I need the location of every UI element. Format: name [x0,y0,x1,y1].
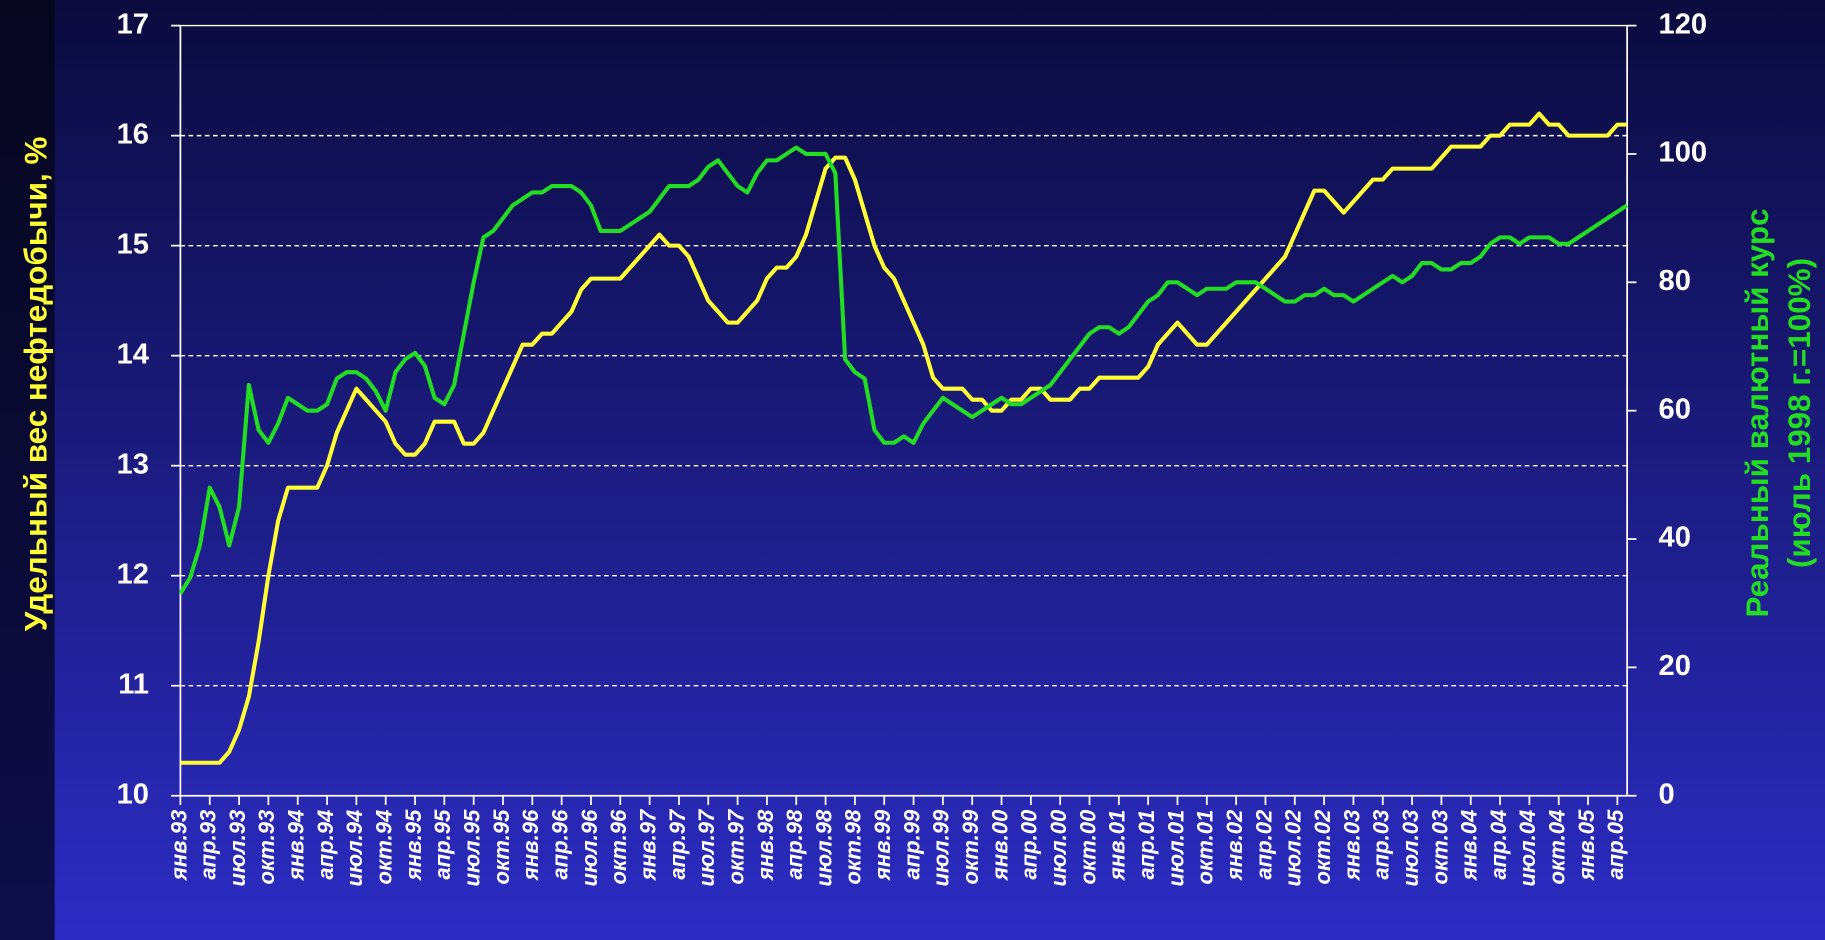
x-tick-label: янв.93 [166,809,191,881]
x-tick-label: апр.99 [899,809,924,880]
x-tick-label: апр.96 [547,809,572,880]
x-tick-label: апр.98 [782,809,807,880]
x-tick-label: янв.94 [284,810,309,881]
x-tick-label: апр.95 [430,809,455,880]
x-tick-label: апр.00 [1017,809,1042,880]
y-tick-label: 17 [117,8,149,40]
y2-axis-title: Реальный валютный курс [1740,208,1775,617]
y2-tick-label: 80 [1659,265,1691,297]
x-tick-label: апр.02 [1251,809,1276,880]
x-tick-label: июл.98 [811,809,836,886]
x-tick-label: окт.04 [1545,810,1570,885]
x-tick-label: окт.96 [606,809,631,884]
y2-tick-label: 120 [1659,8,1708,40]
x-tick-label: июл.93 [225,809,250,886]
x-tick-label: янв.95 [401,809,426,881]
y2-tick-label: 40 [1659,522,1691,554]
x-tick-label: июл.03 [1398,809,1423,886]
x-tick-label: июл.01 [1163,810,1188,887]
x-tick-label: янв.96 [518,809,543,881]
x-tick-label: окт.93 [254,809,279,884]
x-tick-label: апр.04 [1486,810,1511,880]
x-tick-label: июл.94 [342,810,367,887]
x-tick-label: окт.98 [841,809,866,884]
series-line [180,111,1628,765]
x-tick-label: апр.03 [1369,809,1394,880]
x-tick-label: июл.96 [577,809,602,886]
x-tick-label: янв.04 [1457,810,1482,881]
x-tick-label: янв.01 [1105,810,1130,881]
x-tick-label: окт.02 [1310,809,1335,884]
x-tick-label: окт.94 [372,810,397,885]
y2-tick-label: 100 [1659,137,1708,169]
x-tick-label: апр.94 [313,810,338,880]
x-tick-label: янв.02 [1222,809,1247,881]
x-tick-label: июл.04 [1515,810,1540,887]
x-tick-label: янв.99 [870,809,895,881]
x-tick-label: янв.03 [1339,809,1364,881]
y2-tick-label: 60 [1659,393,1691,425]
x-tick-label: апр.01 [1134,810,1159,880]
x-tick-label: окт.00 [1075,809,1100,884]
y-tick-label: 15 [117,228,149,260]
x-tick-label: июл.97 [694,808,719,886]
y2-axis-title: (июль 1998 г.=100%) [1782,258,1817,568]
x-tick-label: янв.05 [1574,809,1599,881]
x-tick-label: апр.05 [1603,809,1628,880]
y-tick-label: 11 [118,668,149,700]
x-tick-label: янв.00 [987,809,1012,881]
x-tick-label: июл.00 [1046,809,1071,886]
x-tick-label: окт.95 [489,809,514,884]
x-tick-label: июл.02 [1281,809,1306,886]
y-tick-label: 16 [117,118,149,150]
x-tick-label: янв.98 [753,809,778,881]
y2-tick-label: 0 [1659,778,1675,810]
x-tick-label: окт.03 [1427,809,1452,884]
y2-tick-label: 20 [1659,650,1691,682]
series-line [178,145,1629,595]
y-axis-title: Удельный вес нефтедобычи, % [19,137,54,632]
x-tick-label: окт.97 [723,808,748,884]
y-tick-label: 10 [117,778,149,810]
x-tick-label: апр.93 [196,809,221,880]
x-tick-label: янв.97 [635,808,660,881]
x-tick-label: апр.97 [665,808,690,880]
x-tick-label: июл.99 [929,809,954,886]
x-tick-label: окт.99 [958,809,983,884]
y-tick-label: 13 [117,448,149,480]
side-strip [0,0,55,940]
x-tick-label: окт.01 [1193,810,1218,885]
y-tick-label: 12 [117,558,149,590]
y-tick-label: 14 [117,338,150,370]
x-tick-label: июл.95 [460,809,485,886]
